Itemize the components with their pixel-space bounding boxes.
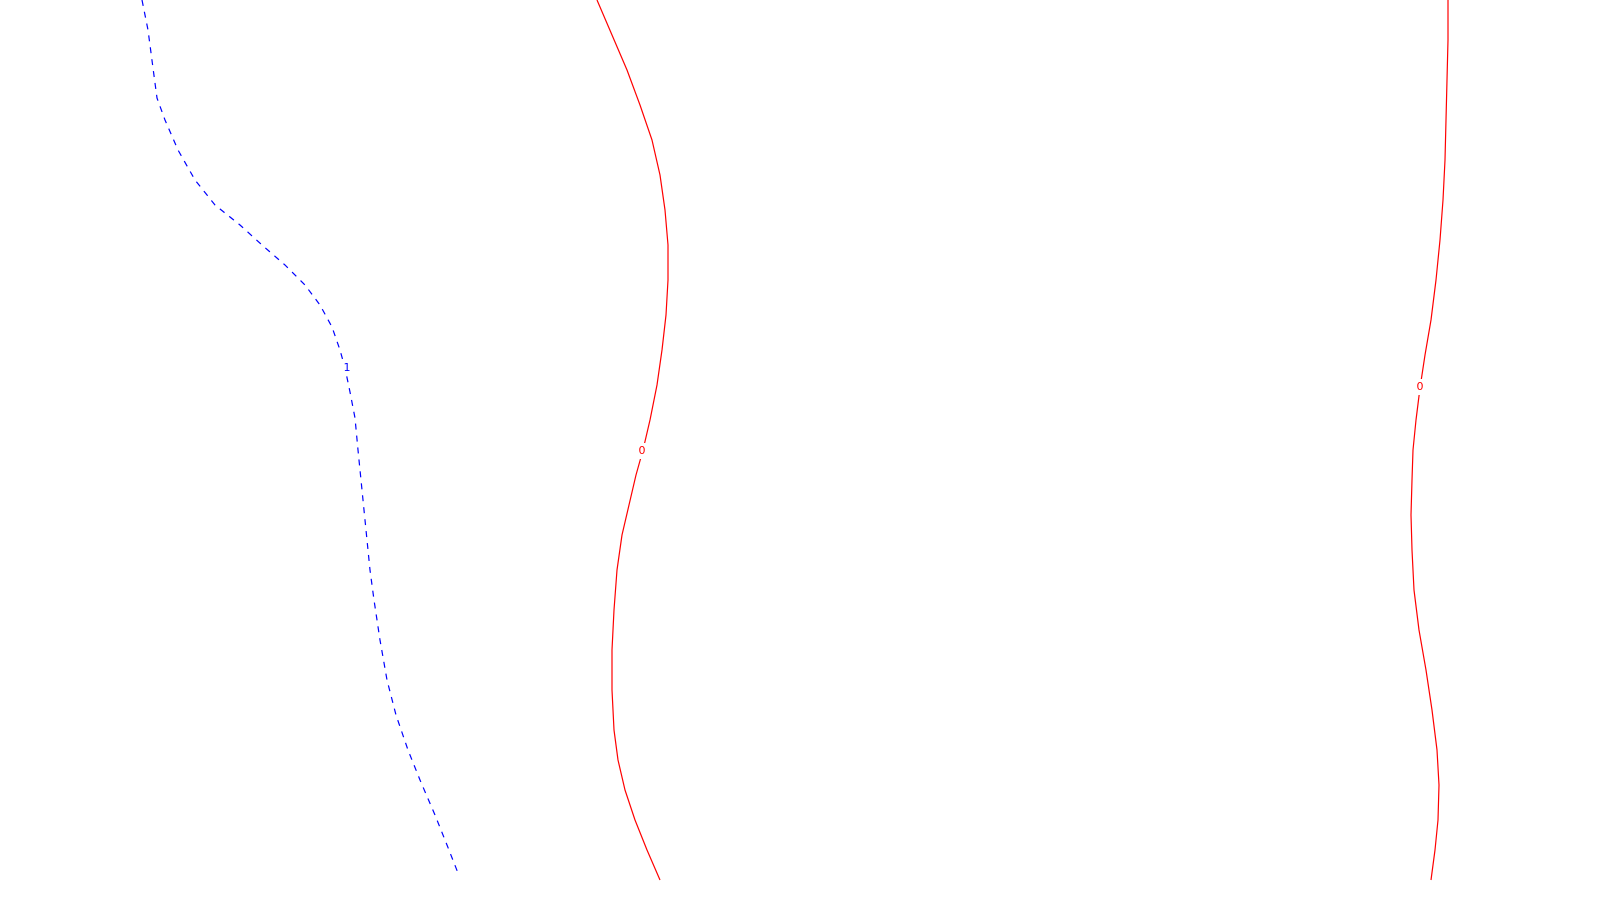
contour-label-gap xyxy=(1415,379,1425,395)
contour-label-gap xyxy=(342,360,352,376)
contour-label: 1 xyxy=(344,361,351,374)
contour-label: 0 xyxy=(1417,380,1424,393)
contour-line-level-0-3 xyxy=(1410,0,1449,881)
contour-label-layer: 1 0 0 xyxy=(342,360,1425,459)
contour-label-gap xyxy=(637,443,647,459)
contour-label: 0 xyxy=(639,444,646,457)
